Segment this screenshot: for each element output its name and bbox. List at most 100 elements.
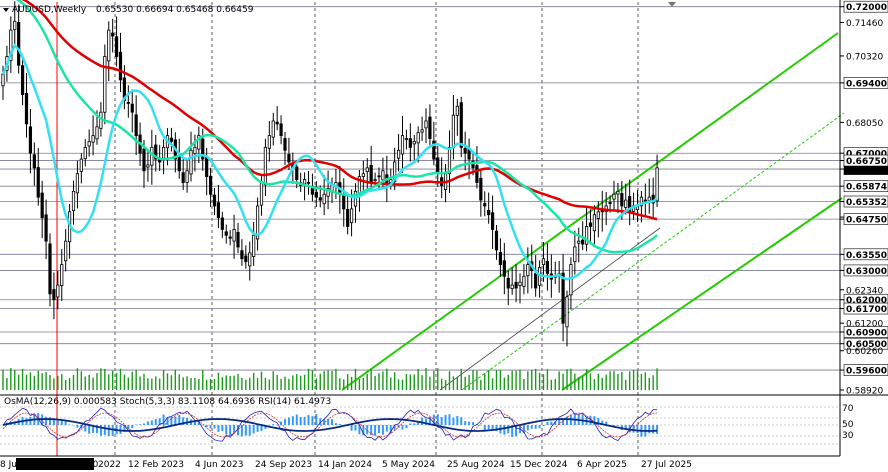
- volume-bar: [252, 372, 255, 390]
- candle-body: [459, 102, 463, 148]
- osma-bar: [554, 421, 557, 425]
- scroll-marker-icon[interactable]: [668, 2, 676, 7]
- candle-body: [267, 135, 271, 149]
- price-label: 0.61200: [846, 320, 883, 330]
- osma-bar: [45, 416, 48, 425]
- osma-bar: [460, 417, 463, 425]
- candle-body: [463, 147, 467, 154]
- volume-bar: [119, 368, 122, 390]
- volume-bar: [574, 373, 576, 390]
- candle-body: [534, 273, 538, 289]
- osma-bar: [370, 425, 373, 435]
- volume-bar: [264, 377, 267, 390]
- price-label: 0.60900: [846, 328, 887, 338]
- time-label: 12 Feb 2023: [128, 460, 184, 470]
- osma-bar: [284, 419, 286, 425]
- symbol-dropdown-icon[interactable]: [3, 8, 9, 12]
- volume-bar: [570, 368, 572, 390]
- candle-body: [314, 191, 318, 198]
- candle-body: [573, 246, 577, 263]
- volume-bar: [640, 374, 643, 390]
- volume-bar: [72, 374, 75, 390]
- volume-bar: [354, 368, 357, 390]
- volume-bar: [358, 379, 361, 390]
- time-label: 2022: [98, 460, 121, 470]
- price-label-box: [843, 364, 888, 376]
- channel-inner: [439, 227, 661, 391]
- candle-body: [32, 154, 36, 169]
- rsi-line: [2, 418, 658, 432]
- osma-bar: [550, 421, 553, 425]
- candle-body: [83, 146, 87, 159]
- candle-body: [275, 121, 279, 125]
- volume-bar: [186, 376, 188, 390]
- volume-bar: [155, 376, 157, 390]
- volume-bar: [104, 368, 106, 390]
- volume-bar: [523, 379, 525, 390]
- candle-body: [647, 196, 651, 201]
- volume-bar: [17, 374, 20, 390]
- price-label: 0.58920: [846, 387, 883, 397]
- osma-bar: [378, 425, 380, 434]
- candle-body: [95, 126, 99, 140]
- osma-bar: [546, 421, 549, 425]
- volume-bar: [601, 377, 603, 390]
- candle-body: [475, 165, 479, 183]
- osma-bar: [522, 425, 525, 434]
- volume-bar: [2, 370, 4, 390]
- osma-bar: [248, 425, 251, 436]
- volume-bar: [437, 368, 439, 390]
- candle-body: [428, 116, 432, 139]
- ma-teal-line: [15, 0, 658, 254]
- volume-bar: [147, 378, 149, 390]
- volume-bar: [487, 370, 490, 390]
- volume-bar: [108, 374, 110, 390]
- osma-bar: [362, 425, 365, 436]
- volume-bar: [621, 371, 623, 390]
- candle-body: [581, 239, 585, 245]
- volume-bar: [202, 370, 204, 390]
- volume-bar: [605, 374, 607, 390]
- volume-bar: [374, 375, 376, 390]
- candle-body: [24, 93, 29, 125]
- volume-bar: [237, 373, 239, 390]
- candle-body: [244, 255, 248, 263]
- osma-bar: [68, 424, 71, 426]
- volume-bar: [343, 379, 345, 390]
- candle-body: [161, 146, 166, 159]
- volume-bar: [256, 378, 259, 390]
- volume-bar: [123, 374, 126, 390]
- osma-bar: [468, 421, 471, 425]
- candle-body: [52, 289, 56, 301]
- candle-body: [639, 196, 644, 207]
- volume-bar: [143, 373, 145, 390]
- osma-bar: [436, 414, 439, 425]
- candle-body: [612, 193, 616, 200]
- volume-bar: [617, 373, 619, 390]
- osma-bar: [464, 421, 467, 425]
- candle-body: [181, 172, 185, 183]
- volume-bar: [558, 371, 560, 390]
- candle-body: [588, 222, 593, 227]
- volume-bar: [448, 371, 451, 390]
- candle-body: [318, 197, 322, 201]
- candle-body: [592, 214, 597, 232]
- candle-body: [28, 126, 33, 154]
- volume-bar: [272, 371, 274, 390]
- candle-body: [1, 73, 5, 87]
- osma-bar: [456, 415, 459, 425]
- price-label-box: [843, 337, 888, 350]
- osma-bar: [135, 424, 138, 426]
- osma-bar: [229, 425, 232, 436]
- osma-bar: [217, 425, 220, 432]
- volume-bar: [534, 368, 537, 390]
- osma-bar: [558, 418, 561, 425]
- candle-body: [220, 217, 224, 230]
- price-label: 0.66459: [846, 166, 887, 176]
- indicator-label: OsMA(12,26,9) 0.000583 Stoch(5,3,3) 83.1…: [4, 397, 331, 407]
- volume-bar: [311, 370, 314, 390]
- candle-body: [283, 138, 287, 151]
- candle-body: [620, 193, 624, 207]
- time-label: 25 Aug 2024: [447, 460, 505, 470]
